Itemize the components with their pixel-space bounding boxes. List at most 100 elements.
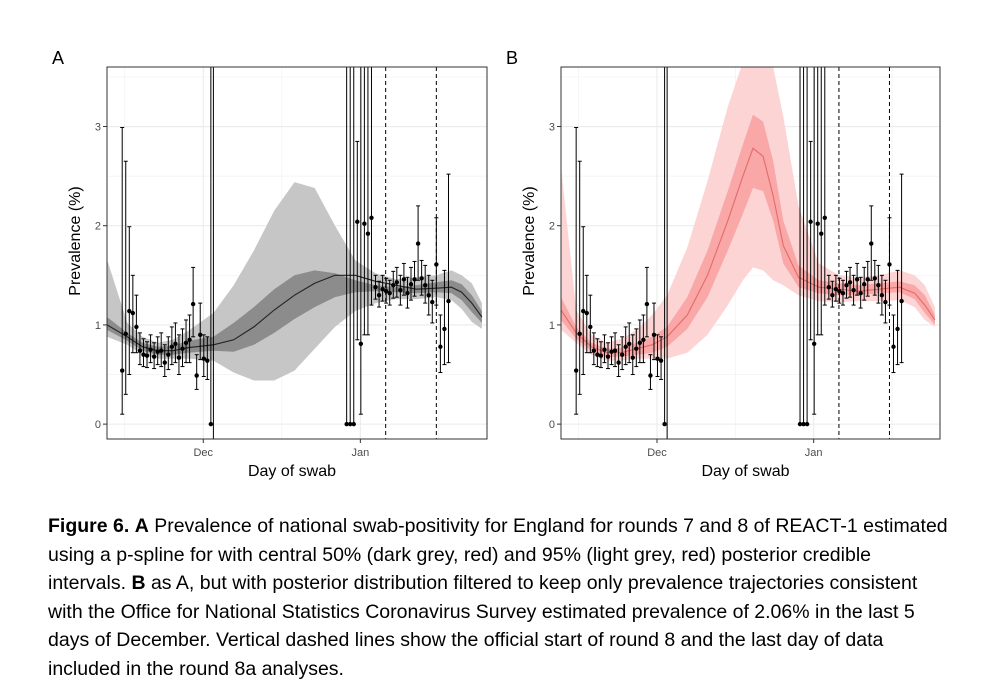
data-point [183, 340, 189, 345]
data-point [162, 360, 167, 365]
data-point [815, 221, 820, 226]
data-point [830, 292, 835, 298]
data-point [180, 346, 185, 351]
data-point [373, 285, 378, 290]
data-point [865, 277, 870, 282]
data-point [804, 421, 810, 427]
data-point [348, 421, 353, 427]
data-point [879, 292, 885, 298]
data-point [387, 290, 392, 296]
data-point [591, 348, 597, 353]
panel-label: B [506, 48, 518, 68]
data-point [394, 280, 400, 285]
data-point [819, 231, 824, 236]
caption-text-a: Prevalence of national swab-positivity f… [48, 515, 948, 594]
data-point [408, 282, 414, 287]
data-point [662, 421, 667, 427]
data-point [847, 280, 853, 285]
data-point [581, 308, 586, 314]
data-point [602, 347, 607, 352]
data-point [159, 348, 164, 353]
data-point [862, 282, 867, 287]
data-point [391, 283, 396, 288]
data-point [151, 354, 157, 359]
data-point [134, 324, 139, 330]
data-point [169, 344, 175, 349]
data-point [173, 341, 178, 346]
y-axis-title: Prevalence (%) [521, 186, 538, 295]
x-tick-label: Dec [193, 447, 213, 459]
panel-b: 0 1 2 3 Dec Jan Day of swab Prevalence (%) B [506, 48, 941, 480]
data-point [851, 288, 856, 293]
data-point [380, 287, 385, 292]
data-point [166, 352, 171, 357]
data-point [137, 348, 143, 353]
data-point [595, 352, 600, 357]
caption-text-b: as A, but with posterior distribution fi… [48, 572, 918, 680]
data-point [573, 368, 579, 373]
caption-figure-label: Figure 6. [48, 515, 130, 537]
data-point [358, 341, 364, 346]
data-point [840, 290, 846, 296]
data-point [623, 344, 628, 349]
y-tick-label: 1 [95, 320, 101, 332]
data-point [369, 215, 374, 220]
data-point [833, 287, 839, 292]
data-point [609, 349, 614, 354]
data-point [419, 276, 424, 281]
data-point [442, 326, 447, 332]
data-point [797, 421, 803, 427]
data-point [844, 283, 849, 288]
data-point [208, 421, 214, 427]
y-tick-label: 3 [549, 122, 555, 134]
data-point [144, 353, 150, 358]
data-point [826, 285, 832, 290]
data-point [355, 219, 360, 224]
x-tick-label: Jan [351, 447, 369, 459]
figure-canvas: 0 1 2 3 Dec Jan Day of swab Prevalence (%) A 0 1 2… [52, 48, 941, 480]
data-point [148, 347, 153, 352]
x-tick-label: Dec [647, 447, 667, 459]
data-point [141, 352, 146, 357]
data-point [837, 288, 842, 294]
caption-panel-b-label: B [131, 572, 146, 594]
data-point [205, 358, 210, 363]
x-tick-label: Jan [805, 447, 823, 459]
data-point [351, 421, 356, 427]
data-point [899, 298, 904, 304]
data-point [801, 421, 806, 427]
data-point [127, 308, 132, 314]
y-tick-label: 0 [95, 419, 101, 431]
data-point [344, 421, 349, 427]
data-point [619, 352, 625, 357]
data-point [887, 262, 892, 267]
data-point [446, 298, 451, 304]
data-point [198, 332, 203, 338]
data-point [872, 276, 878, 281]
x-axis-title: Day of swab [248, 463, 336, 480]
y-axis-title: Prevalence (%) [67, 186, 84, 295]
data-point [648, 373, 653, 378]
data-point [187, 337, 192, 342]
plot-border [560, 66, 941, 440]
data-point [190, 301, 196, 307]
data-point [883, 299, 888, 305]
data-point [201, 356, 206, 361]
data-point [811, 341, 817, 346]
data-point [398, 288, 403, 293]
data-point [577, 331, 582, 337]
data-point [365, 231, 371, 236]
data-point [612, 348, 618, 353]
data-point [430, 299, 435, 305]
y-tick-label: 2 [95, 221, 101, 233]
data-point [194, 373, 199, 378]
data-point [584, 310, 589, 316]
data-point [869, 241, 874, 246]
data-point [808, 219, 813, 224]
data-point [876, 283, 881, 288]
y-tick-label: 2 [549, 221, 555, 233]
data-point [655, 356, 660, 361]
plot-area [107, 67, 487, 439]
data-point [422, 283, 428, 288]
y-tick-label: 0 [549, 419, 555, 431]
